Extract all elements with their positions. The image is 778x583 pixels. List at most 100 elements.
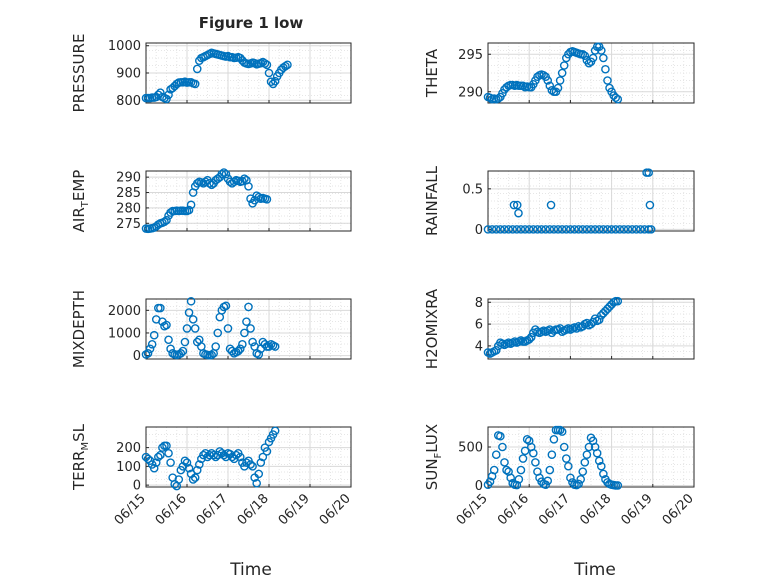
data-point: [254, 469, 264, 479]
data-point: [526, 332, 536, 342]
y-tick-label: 0.5: [462, 182, 483, 197]
y-tick-label: 500: [458, 441, 483, 456]
data-point: [623, 225, 633, 234]
data-point: [580, 458, 590, 467]
y-axis-label: PRESSURE: [70, 34, 88, 113]
data-point: [248, 337, 257, 347]
data-point: [500, 225, 509, 234]
axes-frame: [487, 298, 695, 360]
series-markers: [141, 426, 280, 491]
data-point: [246, 460, 255, 469]
data-point: [524, 225, 534, 234]
data-point: [190, 79, 200, 89]
data-point: [594, 225, 604, 234]
data-point: [219, 168, 229, 177]
data-point: [549, 435, 559, 444]
figure-title: Figure 1 low: [199, 14, 304, 32]
data-point: [541, 225, 550, 234]
data-point: [613, 296, 623, 306]
y-tick-label: 6: [475, 318, 483, 333]
data-point: [594, 456, 604, 466]
data-point: [252, 478, 262, 488]
minor-grid: [488, 427, 694, 487]
data-point: [566, 473, 575, 483]
data-point: [491, 345, 501, 355]
y-tick-label: 280: [116, 201, 141, 216]
data-point: [636, 225, 645, 234]
series-markers: [483, 42, 623, 104]
data-point: [188, 475, 198, 484]
data-point: [502, 465, 511, 475]
data-point: [162, 441, 171, 451]
data-point: [151, 458, 161, 467]
data-point: [611, 225, 621, 234]
data-point: [597, 46, 606, 55]
data-point: [240, 328, 249, 338]
y-tick-label: 800: [116, 94, 141, 109]
data-point: [211, 452, 220, 462]
major-grid: [146, 43, 351, 103]
data-point: [520, 225, 530, 234]
data-point: [564, 461, 573, 471]
data-point: [555, 76, 565, 85]
x-axis-label-right: Time: [573, 560, 616, 580]
data-point: [512, 480, 522, 490]
data-point: [580, 51, 590, 61]
y-tick-label: 290: [116, 171, 141, 186]
data-point: [594, 315, 604, 325]
data-point: [584, 442, 594, 452]
data-point: [514, 475, 524, 484]
data-point: [529, 448, 538, 458]
axes-frame: [145, 298, 352, 360]
series-markers: [483, 296, 623, 358]
data-point: [156, 88, 165, 97]
data-point: [145, 344, 155, 354]
data-point: [162, 215, 171, 225]
data-point: [184, 463, 194, 473]
y-axis-label: MIXDEPTH: [70, 290, 88, 368]
data-point: [266, 77, 276, 87]
data-point: [611, 93, 621, 103]
data-point: [500, 458, 509, 467]
data-point: [489, 465, 499, 475]
data-point: [244, 302, 253, 312]
data-point: [574, 479, 583, 489]
data-point: [644, 168, 653, 177]
data-point: [186, 296, 196, 306]
series-markers: [141, 296, 280, 360]
data-point: [199, 450, 208, 460]
data-point: [485, 477, 495, 486]
data-point: [217, 169, 227, 179]
data-point: [582, 318, 592, 328]
subplot-mixdepth: 0 1000 2000 MIXDEPTH: [70, 290, 352, 368]
data-point: [578, 225, 588, 234]
x-axis-label-left: Time: [229, 560, 272, 580]
subplot-theta: 290 295 THETA: [423, 42, 695, 104]
data-point: [166, 344, 175, 354]
data-point: [557, 427, 567, 436]
y-axis-label: TERRMSL: [70, 423, 91, 491]
data-point: [235, 452, 245, 462]
y-tick-label: 2000: [108, 304, 141, 319]
y-tick-label: 4: [475, 339, 483, 354]
data-point: [537, 225, 546, 234]
data-point: [588, 53, 598, 63]
data-point: [227, 346, 237, 356]
data-point: [570, 225, 579, 234]
data-point: [281, 61, 290, 71]
data-point: [555, 425, 565, 435]
data-point: [613, 94, 623, 104]
data-point: [264, 68, 274, 78]
data-point: [244, 182, 253, 191]
data-point: [182, 324, 192, 333]
data-point: [164, 335, 173, 345]
data-point: [213, 328, 223, 338]
y-tick-label: 275: [116, 217, 141, 232]
data-point: [174, 475, 184, 484]
data-point: [582, 225, 592, 234]
data-point: [498, 442, 507, 452]
data-point: [566, 225, 575, 234]
data-point: [545, 81, 555, 91]
data-point: [599, 469, 608, 479]
